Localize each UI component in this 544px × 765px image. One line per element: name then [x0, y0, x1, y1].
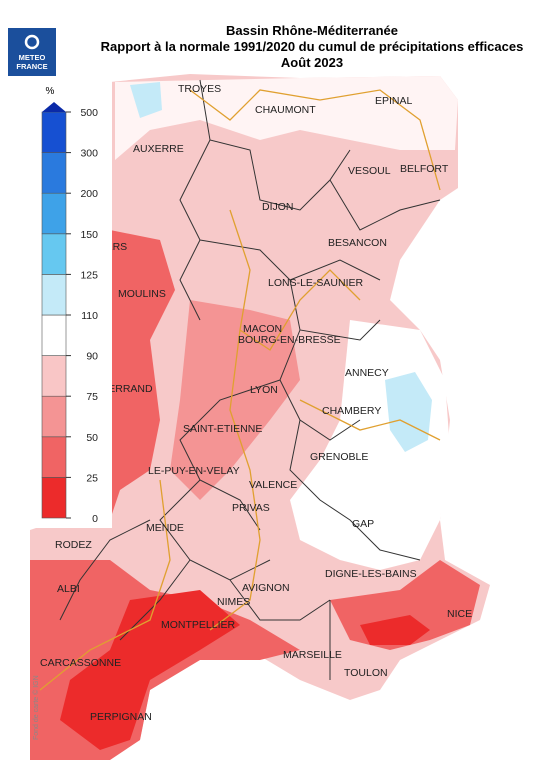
city-label: PERPIGNAN: [90, 711, 152, 723]
city-label: AVIGNON: [242, 582, 290, 594]
city-label: BOURG-EN-BRESSE: [238, 334, 341, 346]
city-label: BELFORT: [400, 163, 449, 175]
logo-symbol: [24, 34, 40, 50]
city-label: TROYES: [178, 83, 221, 95]
logo: [8, 28, 56, 76]
red-area-west: [110, 230, 175, 520]
city-label: CHAUMONT: [255, 104, 316, 116]
city-label: TOULON: [344, 667, 388, 679]
legend-color: [41, 233, 67, 275]
wet-area-north: [115, 76, 458, 160]
title-line: Rapport à la normale 1991/2020 du cumul …: [101, 39, 524, 54]
legend-color: [41, 395, 67, 438]
legend-color: [41, 355, 67, 397]
legend-tick-label: 0: [92, 513, 98, 525]
title-line: Bassin Rhône-Méditerranée: [226, 23, 398, 38]
red-area-center: [170, 300, 300, 500]
legend-tick-label: 150: [80, 229, 98, 241]
city-label: ANNECY: [345, 367, 389, 379]
legend-tick-label: 200: [80, 188, 98, 200]
legend-tick-label: 125: [80, 269, 98, 281]
legend-color: [41, 436, 67, 478]
legend-tick-label: 75: [86, 391, 98, 403]
title-line: Août 2023: [281, 55, 343, 70]
legend-tick-label: 90: [86, 351, 98, 363]
legend-color: [41, 111, 67, 153]
logo-text: FRANCE: [16, 62, 47, 71]
city-label: EPINAL: [375, 95, 413, 107]
city-label: NICE: [447, 608, 472, 620]
legend-tick-label: 25: [86, 472, 98, 484]
legend-color: [41, 314, 67, 356]
city-label: PRIVAS: [232, 502, 270, 514]
city-label: LYON: [250, 384, 278, 396]
city-label: MACON: [243, 323, 282, 335]
city-label: VALENCE: [249, 479, 297, 491]
city-label: AUXERRE: [133, 143, 184, 155]
blue-patch-small: [130, 82, 162, 118]
city-label: MONTPELLIER: [161, 619, 236, 631]
city-label: DIGNE-LES-BAINS: [325, 568, 417, 580]
city-label: LONS-LE-SAUNIER: [268, 277, 364, 289]
city-label: GAP: [352, 518, 374, 530]
city-label: SAINT-ETIENNE: [183, 423, 262, 435]
legend-arrow: [42, 102, 66, 112]
legend-tick-label: 500: [80, 107, 98, 119]
basin-outline: [39, 89, 441, 691]
city-label: RODEZ: [55, 539, 92, 551]
city-label: MOULINS: [118, 288, 166, 300]
strong-red-coast: [360, 615, 430, 645]
legend-color: [41, 192, 67, 235]
city-label: BESANCON: [328, 237, 387, 249]
strong-red-south: [60, 590, 240, 750]
dept-borders: [59, 79, 441, 680]
logo-text: METEO: [19, 53, 46, 62]
legend-tick-label: 50: [86, 432, 98, 444]
city-label: CARCASSONNE: [40, 657, 121, 669]
map: TROYES CHAUMONT EPINAL AUXERRE VESOUL BELFORT…: [30, 74, 490, 760]
city-label: DIJON: [262, 201, 294, 213]
city-label: MARSEILLE: [283, 649, 342, 661]
legend-color: [41, 274, 67, 316]
city-label: CHAMBERY: [322, 405, 381, 417]
credit: Fond de carte © IGN: [32, 675, 40, 740]
city-label: MENDE: [146, 522, 184, 534]
legend-color: [41, 477, 67, 519]
city-label: ALBI: [57, 583, 80, 595]
legend-color: [41, 152, 67, 194]
city-label: LE-PUY-EN-VELAY: [148, 465, 240, 477]
blue-patch: [385, 372, 432, 452]
legend-tick-label: 300: [80, 148, 98, 160]
city-label: GRENOBLE: [310, 451, 368, 463]
city-label: NIMES: [217, 596, 250, 608]
legend-unit: %: [46, 86, 55, 97]
legend-tick-label: 110: [81, 310, 98, 322]
city-label: VESOUL: [348, 165, 391, 177]
